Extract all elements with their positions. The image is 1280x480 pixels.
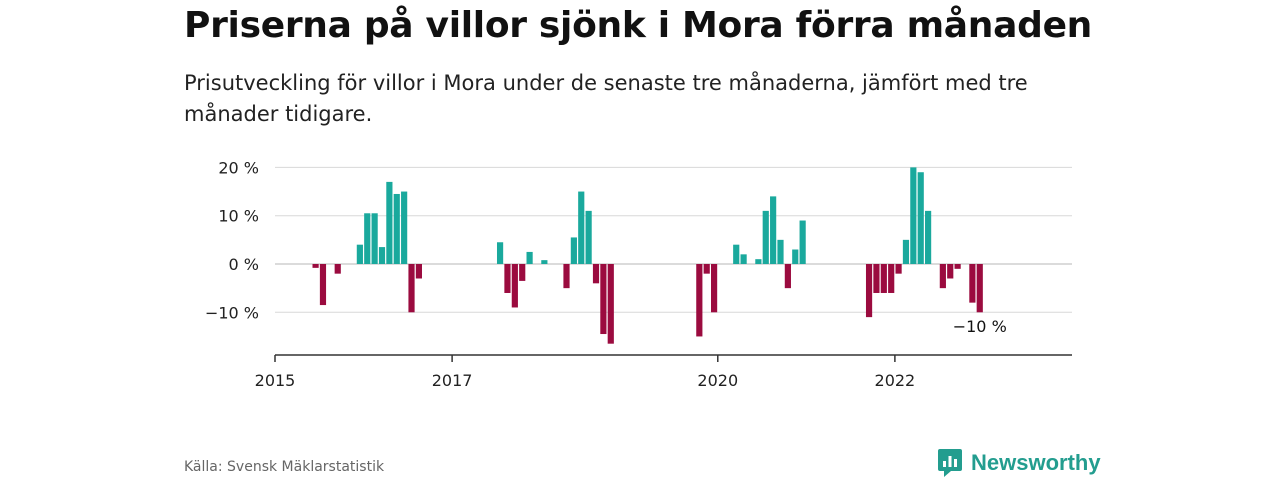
tick-labels: 20 % 10 % 0 % −10 % 2015 2017 2020 2022 −10 %: [205, 158, 1007, 390]
bar: [880, 264, 887, 293]
bar: [504, 264, 511, 293]
bar: [954, 264, 961, 269]
bar: [733, 244, 740, 264]
bar: [364, 213, 371, 264]
bar: [570, 237, 577, 264]
y-tick-label: 10 %: [218, 207, 259, 226]
bar: [607, 264, 614, 344]
bar: [393, 193, 400, 264]
bar: [592, 264, 600, 284]
bar: [770, 196, 777, 264]
y-tick-label: 20 %: [218, 158, 259, 177]
bar: [910, 167, 917, 264]
bar: [740, 254, 747, 264]
bar: [873, 264, 880, 293]
chart-title: Priserna på villor sjönk i Mora förra må…: [184, 5, 1093, 46]
bar: [703, 264, 710, 274]
bar: [792, 249, 799, 264]
x-tick-label: 2017: [432, 371, 473, 390]
bar: [496, 242, 504, 264]
bar: [371, 213, 378, 264]
x-tick-label: 2022: [875, 371, 916, 390]
bar: [902, 239, 910, 264]
brand[interactable]: Newsworthy: [937, 448, 1101, 478]
gridlines: [275, 166, 1072, 313]
last-value-label: −10 %: [953, 317, 1007, 336]
y-tick-label: 0 %: [229, 255, 259, 274]
bar: [939, 264, 946, 289]
bar: [784, 264, 791, 289]
bar-chart: 20 % 10 % 0 % −10 % 2015 2017 2020 2022 −10 %: [205, 158, 1072, 390]
bar: [319, 264, 327, 306]
bar: [312, 264, 319, 268]
bar: [415, 264, 422, 279]
bar: [762, 210, 769, 264]
bar: [925, 210, 932, 264]
bar: [511, 264, 518, 308]
y-tick-label: −10 %: [205, 303, 259, 322]
bar: [799, 220, 806, 264]
bar: [755, 259, 762, 264]
bar: [334, 264, 341, 274]
bar: [895, 264, 902, 274]
bar: [976, 264, 983, 313]
x-tick-label: 2015: [255, 371, 296, 390]
source-note: Källa: Svensk Mäklarstatistik: [184, 459, 385, 475]
x-tick-label: 2020: [697, 371, 738, 390]
bar: [519, 264, 526, 281]
bars: [312, 167, 983, 344]
bar: [711, 264, 718, 313]
bar: [541, 260, 548, 264]
bar: [777, 239, 784, 264]
bar: [969, 264, 976, 303]
newsworthy-logo-icon: [938, 449, 962, 477]
bar: [917, 172, 924, 264]
bar: [578, 191, 585, 264]
bar: [356, 244, 363, 264]
bar: [401, 191, 408, 264]
bar: [378, 247, 386, 264]
x-axis: [274, 354, 1072, 362]
bar: [526, 251, 533, 264]
bar: [865, 264, 873, 318]
bar: [386, 181, 393, 264]
bar: [408, 264, 415, 313]
bar: [696, 264, 703, 337]
bar: [585, 210, 592, 264]
bar: [563, 264, 570, 289]
bar: [947, 264, 954, 279]
bar: [600, 264, 607, 335]
bar: [888, 264, 895, 293]
brand-name: Newsworthy: [971, 450, 1101, 475]
chart-subtitle: Prisutveckling för villor i Mora under d…: [184, 71, 1028, 126]
